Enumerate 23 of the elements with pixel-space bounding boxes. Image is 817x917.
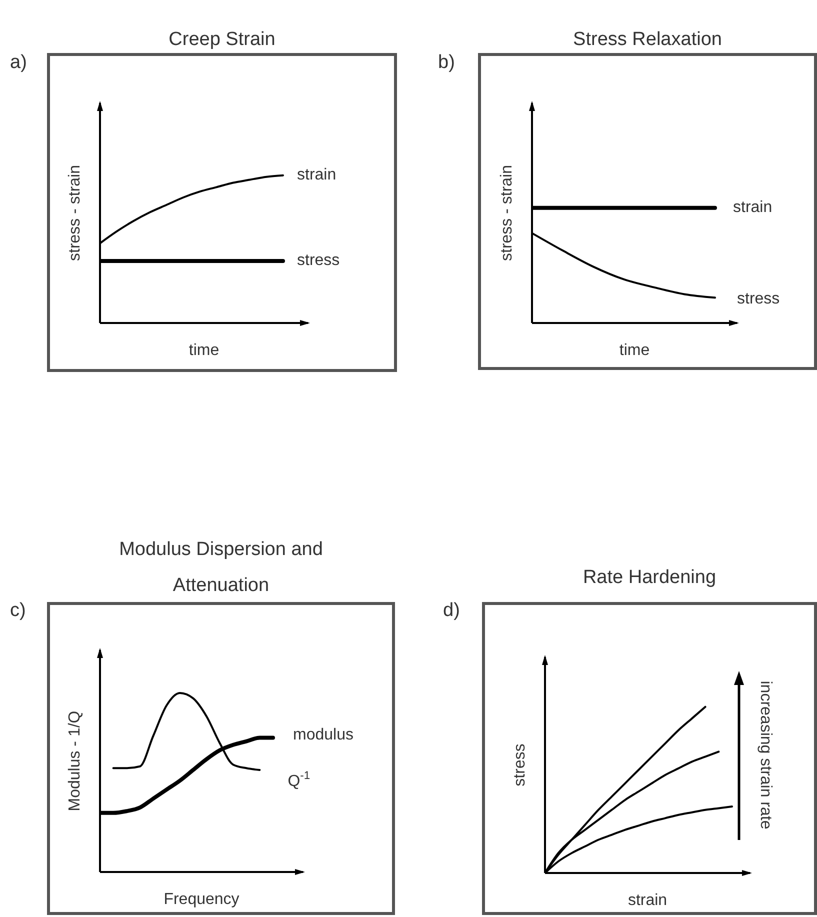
x-axis-title: strain (628, 892, 668, 909)
chart-title: Creep Strain (168, 28, 276, 52)
chart-title: Rate Hardening (582, 566, 718, 590)
series-label: Q$^{-1}$ (288, 770, 310, 790)
text: b) (438, 52, 455, 74)
chart-title: Stress Relaxation (572, 28, 723, 52)
y-axis-title: stress - strain (66, 164, 84, 262)
y-axis-title: stress (512, 744, 529, 786)
series-label: stress (297, 252, 340, 270)
x-axis-title: Frequency (164, 891, 240, 908)
x-axis-title: time (188, 342, 220, 359)
series-label: strain (297, 166, 336, 184)
series-label: strain (733, 199, 772, 216)
text: c) (10, 600, 26, 622)
series-label: stress (737, 290, 780, 308)
y-axis-title: Modulus - 1/Q (66, 710, 84, 812)
text: d) (443, 600, 460, 622)
x-axis-title: time (619, 342, 650, 359)
chart-title: Modulus Dispersion and Attenuation (118, 538, 324, 598)
text: increasing strain rate (756, 680, 774, 830)
series-label: modulus (293, 726, 354, 744)
y-axis-title: stress - strain (498, 164, 516, 262)
text: a) (10, 52, 27, 74)
